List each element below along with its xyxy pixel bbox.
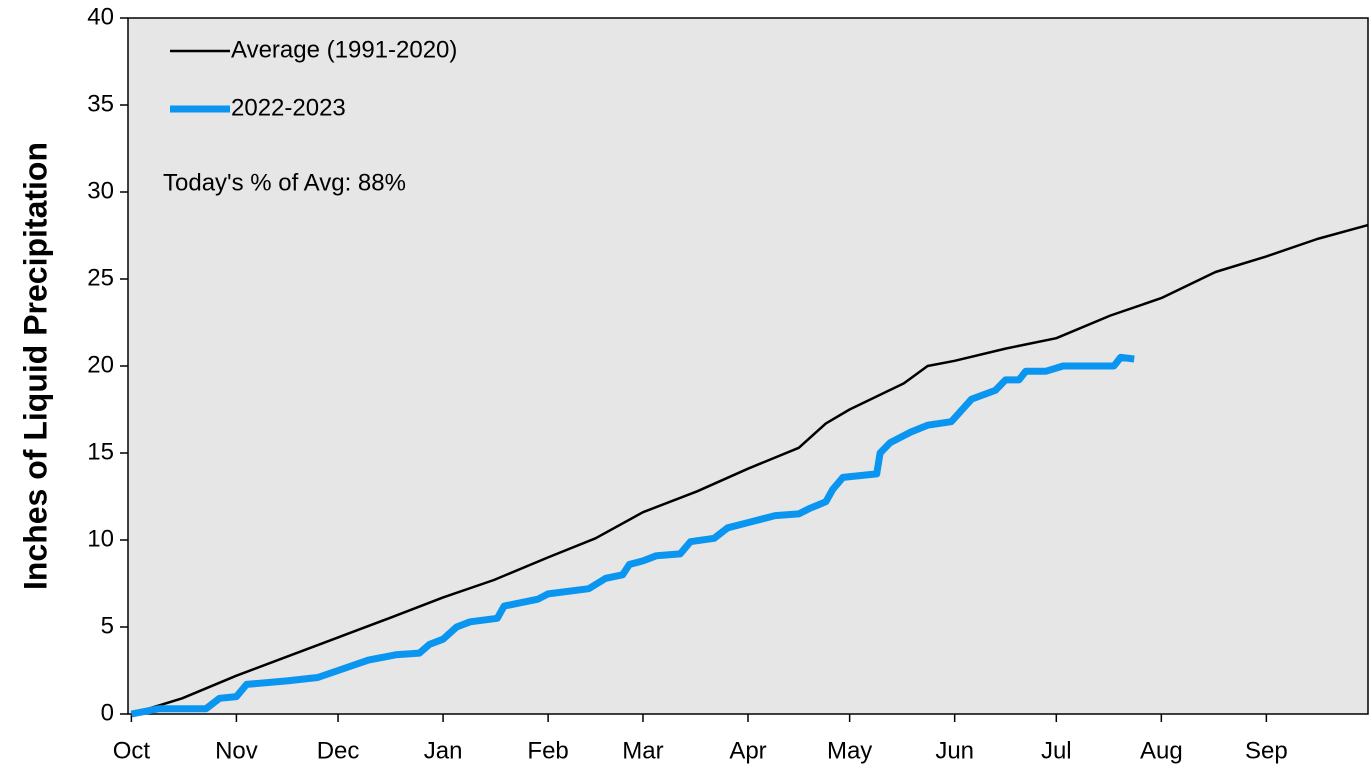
y-axis-title: Inches of Liquid Precipitation: [17, 142, 53, 590]
x-tick-label: Oct: [113, 737, 151, 764]
series-line: [131, 223, 1369, 716]
x-tick-label: Nov: [215, 737, 258, 764]
x-tick-label: Apr: [729, 737, 766, 764]
y-tick-label: 5: [101, 612, 114, 639]
x-tick-label: Sep: [1245, 737, 1288, 764]
x-tick-label: Feb: [527, 737, 568, 764]
x-tick-label: Jan: [424, 737, 463, 764]
y-tick-label: 25: [87, 264, 114, 291]
series-line: [130, 353, 1135, 718]
x-tick-label: Jun: [935, 737, 974, 764]
y-tick-label: 35: [87, 90, 114, 117]
y-tick-label: 15: [87, 438, 114, 465]
y-tick-label: 10: [87, 525, 114, 552]
x-tick-label: Mar: [622, 737, 663, 764]
y-tick-label: 0: [101, 699, 114, 726]
y-tick-label: 30: [87, 177, 114, 204]
x-tick-label: Dec: [317, 737, 360, 764]
legend-label: 2022-2023: [231, 94, 346, 121]
x-tick-label: May: [827, 737, 872, 764]
plot-area: [127, 17, 1369, 715]
y-tick-label: 20: [87, 351, 114, 378]
x-tick-label: Aug: [1140, 737, 1183, 764]
x-tick-label: Jul: [1041, 737, 1072, 764]
legend-label: Average (1991-2020): [231, 36, 457, 63]
y-tick-label: 40: [87, 3, 114, 30]
annotation: Today's % of Avg: 88%: [163, 169, 406, 196]
